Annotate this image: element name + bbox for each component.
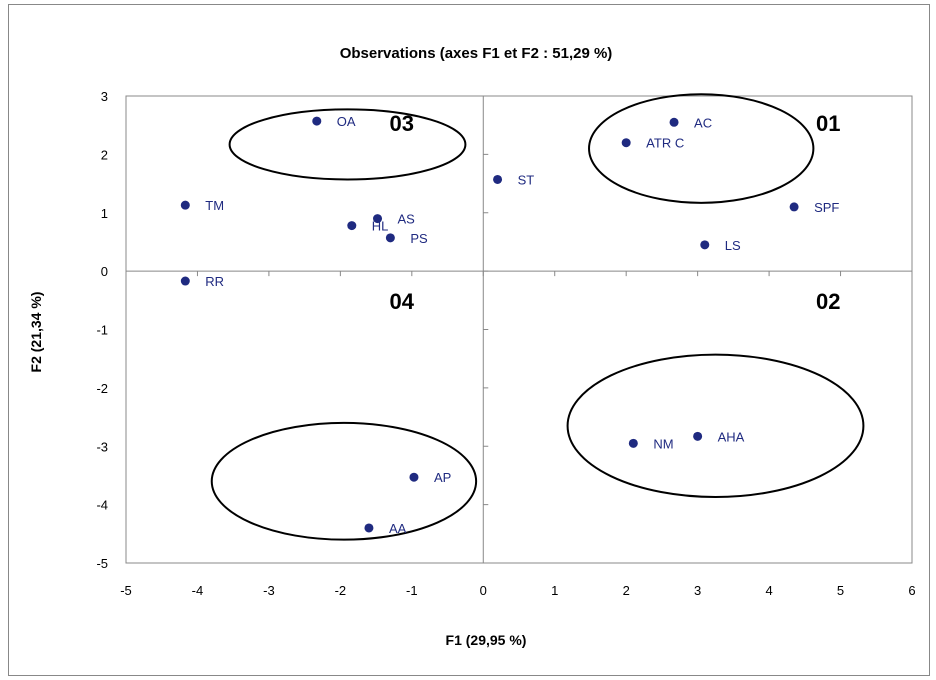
data-point bbox=[312, 116, 322, 126]
point-label: AS bbox=[398, 212, 416, 227]
quadrant-label: 01 bbox=[816, 111, 840, 136]
data-point bbox=[347, 221, 357, 231]
x-tick-label: 3 bbox=[694, 583, 701, 598]
data-point bbox=[628, 438, 638, 448]
point-label: PS bbox=[410, 231, 428, 246]
point-label: RR bbox=[205, 274, 224, 289]
point-label: OA bbox=[337, 114, 356, 129]
point-label: ATR C bbox=[646, 136, 684, 151]
y-tick-label: -4 bbox=[96, 498, 108, 513]
cluster-ellipse bbox=[588, 93, 815, 204]
point-label: HL bbox=[372, 219, 389, 234]
data-point bbox=[693, 431, 703, 441]
y-tick-label: 1 bbox=[101, 206, 108, 221]
point-label: AHA bbox=[718, 429, 745, 444]
data-point bbox=[180, 276, 190, 286]
y-tick-label: -3 bbox=[96, 439, 108, 454]
cluster-ellipse bbox=[228, 108, 467, 181]
data-point bbox=[493, 174, 503, 184]
x-tick-label: 5 bbox=[837, 583, 844, 598]
y-tick-label: 2 bbox=[101, 147, 108, 162]
quadrant-label: 04 bbox=[389, 289, 414, 314]
cluster-ellipse bbox=[566, 353, 865, 499]
data-point bbox=[373, 214, 383, 224]
point-label: SPF bbox=[814, 200, 839, 215]
y-axis-label: F2 (21,34 %) bbox=[28, 292, 44, 373]
x-tick-label: 0 bbox=[480, 583, 487, 598]
x-axis-label: F1 (29,95 %) bbox=[446, 632, 527, 648]
x-tick-label: 4 bbox=[765, 583, 772, 598]
x-tick-label: 1 bbox=[551, 583, 558, 598]
point-label: AA bbox=[389, 521, 407, 536]
x-tick-label: 2 bbox=[623, 583, 630, 598]
point-label: LS bbox=[725, 238, 741, 253]
x-tick-label: -2 bbox=[335, 583, 347, 598]
point-label: AC bbox=[694, 115, 712, 130]
quadrant-label: 03 bbox=[389, 111, 413, 136]
point-label: ST bbox=[518, 172, 535, 187]
data-point bbox=[364, 523, 374, 533]
cluster-ellipse bbox=[210, 421, 478, 541]
data-point bbox=[621, 138, 631, 148]
chart-frame: Observations (axes F1 et F2 : 51,29 %) F… bbox=[8, 4, 930, 676]
y-tick-label: -5 bbox=[96, 556, 108, 571]
x-tick-label: -1 bbox=[406, 583, 418, 598]
data-point bbox=[789, 202, 799, 212]
y-tick-label: -1 bbox=[96, 323, 108, 338]
x-tick-label: -3 bbox=[263, 583, 275, 598]
data-point bbox=[669, 117, 679, 127]
point-label: NM bbox=[653, 436, 673, 451]
quadrant-label: 02 bbox=[816, 289, 840, 314]
y-tick-label: -2 bbox=[96, 381, 108, 396]
point-label: AP bbox=[434, 470, 451, 485]
plot-border bbox=[125, 95, 913, 564]
scatter-chart: Observations (axes F1 et F2 : 51,29 %) F… bbox=[28, 45, 916, 648]
data-point bbox=[180, 200, 190, 210]
data-point bbox=[409, 472, 419, 482]
y-tick-label: 0 bbox=[101, 264, 108, 279]
point-label: TM bbox=[205, 198, 224, 213]
data-point bbox=[700, 240, 710, 250]
y-tick-label: 3 bbox=[101, 89, 108, 104]
chart-title: Observations (axes F1 et F2 : 51,29 %) bbox=[340, 45, 613, 62]
x-tick-label: 6 bbox=[908, 583, 915, 598]
x-tick-label: -5 bbox=[120, 583, 132, 598]
x-tick-label: -4 bbox=[192, 583, 204, 598]
data-point bbox=[385, 233, 395, 243]
